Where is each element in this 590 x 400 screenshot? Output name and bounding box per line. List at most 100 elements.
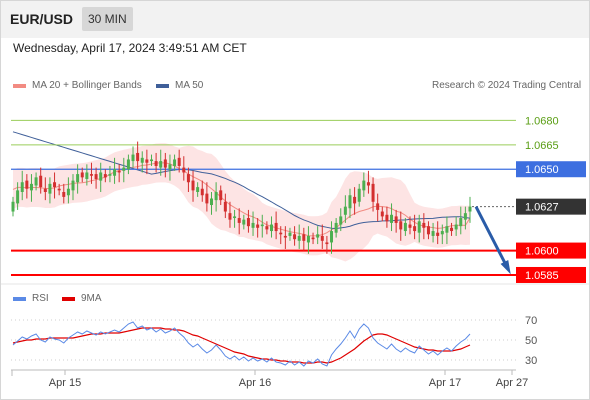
- candle: [320, 235, 324, 241]
- level-1-0665-label: 1.0665: [525, 140, 559, 152]
- bollinger-band: [13, 143, 470, 262]
- candle: [209, 198, 213, 206]
- legend-9ma: 9MA: [62, 293, 102, 304]
- candle: [376, 203, 380, 210]
- candle: [283, 235, 287, 238]
- candle: [316, 234, 320, 238]
- candle: [136, 152, 140, 162]
- candle: [99, 172, 103, 181]
- candle: [297, 235, 301, 241]
- credit-text: Research © 2024 Trading Central: [432, 80, 582, 91]
- candle: [62, 192, 66, 197]
- candle: [366, 182, 370, 186]
- legend-rsi: RSI: [13, 293, 49, 304]
- candle: [205, 193, 209, 204]
- candle: [288, 232, 292, 236]
- candle: [228, 213, 232, 220]
- candle: [80, 172, 84, 178]
- candle: [53, 182, 57, 188]
- ma20-swatch: [13, 83, 26, 88]
- candle: [186, 174, 190, 183]
- candle: [34, 177, 38, 186]
- candle: [200, 188, 204, 196]
- candle: [343, 206, 347, 215]
- level-1-0627-tag: [516, 198, 586, 215]
- level-1-0585-tag: [516, 266, 586, 283]
- candle: [57, 188, 61, 191]
- candle: [353, 196, 357, 204]
- candle: [233, 216, 237, 219]
- candle: [242, 219, 246, 225]
- candle: [408, 224, 412, 228]
- level-1-0650-tag: [516, 161, 586, 178]
- candle: [168, 164, 172, 170]
- legend-rsi-label: RSI: [32, 293, 49, 304]
- rsi-line: [12, 321, 471, 367]
- candle: [177, 157, 181, 166]
- level-1-0627-label: 1.0627: [525, 202, 559, 214]
- candle: [251, 222, 255, 228]
- legend-ma20: MA 20 + Bollinger Bands: [13, 80, 142, 91]
- legend-ma20-label: MA 20 + Bollinger Bands: [32, 80, 142, 91]
- candle: [223, 201, 227, 212]
- candle: [113, 169, 117, 176]
- rsi-ma9-line: [12, 327, 471, 364]
- candle: [145, 159, 149, 163]
- candle: [25, 180, 29, 189]
- legend-ma50: MA 50: [156, 80, 203, 91]
- candle: [117, 170, 121, 173]
- candle: [85, 172, 89, 179]
- candle: [339, 216, 343, 225]
- candle: [66, 188, 70, 196]
- candle: [330, 231, 334, 243]
- candle: [440, 231, 444, 235]
- x-tick-label: Apr 16: [239, 377, 271, 389]
- x-tick-label: Apr 17: [429, 377, 461, 389]
- candle: [16, 190, 20, 204]
- level-1-0650-label: 1.0650: [525, 164, 559, 176]
- level-1-0600-label: 1.0600: [525, 246, 559, 258]
- candle: [270, 224, 274, 232]
- candle: [450, 227, 454, 232]
- candle: [39, 175, 43, 188]
- candle: [463, 213, 467, 220]
- candle: [29, 183, 33, 191]
- candle: [214, 192, 218, 201]
- candle: [89, 174, 93, 176]
- candle: [196, 187, 200, 192]
- candle: [274, 222, 278, 232]
- candle: [43, 188, 47, 192]
- candle: [306, 235, 310, 243]
- candle: [357, 188, 361, 202]
- candle: [417, 221, 421, 233]
- candle: [403, 222, 407, 232]
- level-1-0680-label: 1.0680: [525, 115, 559, 127]
- ma9-swatch: [62, 296, 75, 301]
- candle: [468, 206, 472, 212]
- candle: [71, 180, 75, 191]
- candle: [159, 161, 163, 168]
- ma50-line: [12, 131, 471, 229]
- candle: [246, 218, 250, 227]
- candle: [76, 174, 80, 183]
- candle: [371, 183, 375, 202]
- level-1-0585-label: 1.0585: [525, 270, 559, 282]
- candle: [48, 183, 52, 194]
- candle: [436, 232, 440, 236]
- candle: [191, 180, 195, 191]
- ma50-swatch: [156, 83, 169, 88]
- candle: [399, 221, 403, 230]
- candle: [394, 216, 398, 223]
- candle: [302, 234, 306, 241]
- candle: [131, 154, 135, 162]
- level-1-0600-tag: [516, 242, 586, 259]
- candle: [413, 226, 417, 232]
- candle: [154, 161, 158, 166]
- rsi-swatch: [13, 296, 26, 301]
- candle: [311, 237, 315, 240]
- interval-badge[interactable]: 30 MIN: [82, 7, 133, 31]
- symbol-title: EUR/USD: [10, 11, 74, 27]
- candle: [325, 242, 329, 245]
- candle: [256, 224, 260, 228]
